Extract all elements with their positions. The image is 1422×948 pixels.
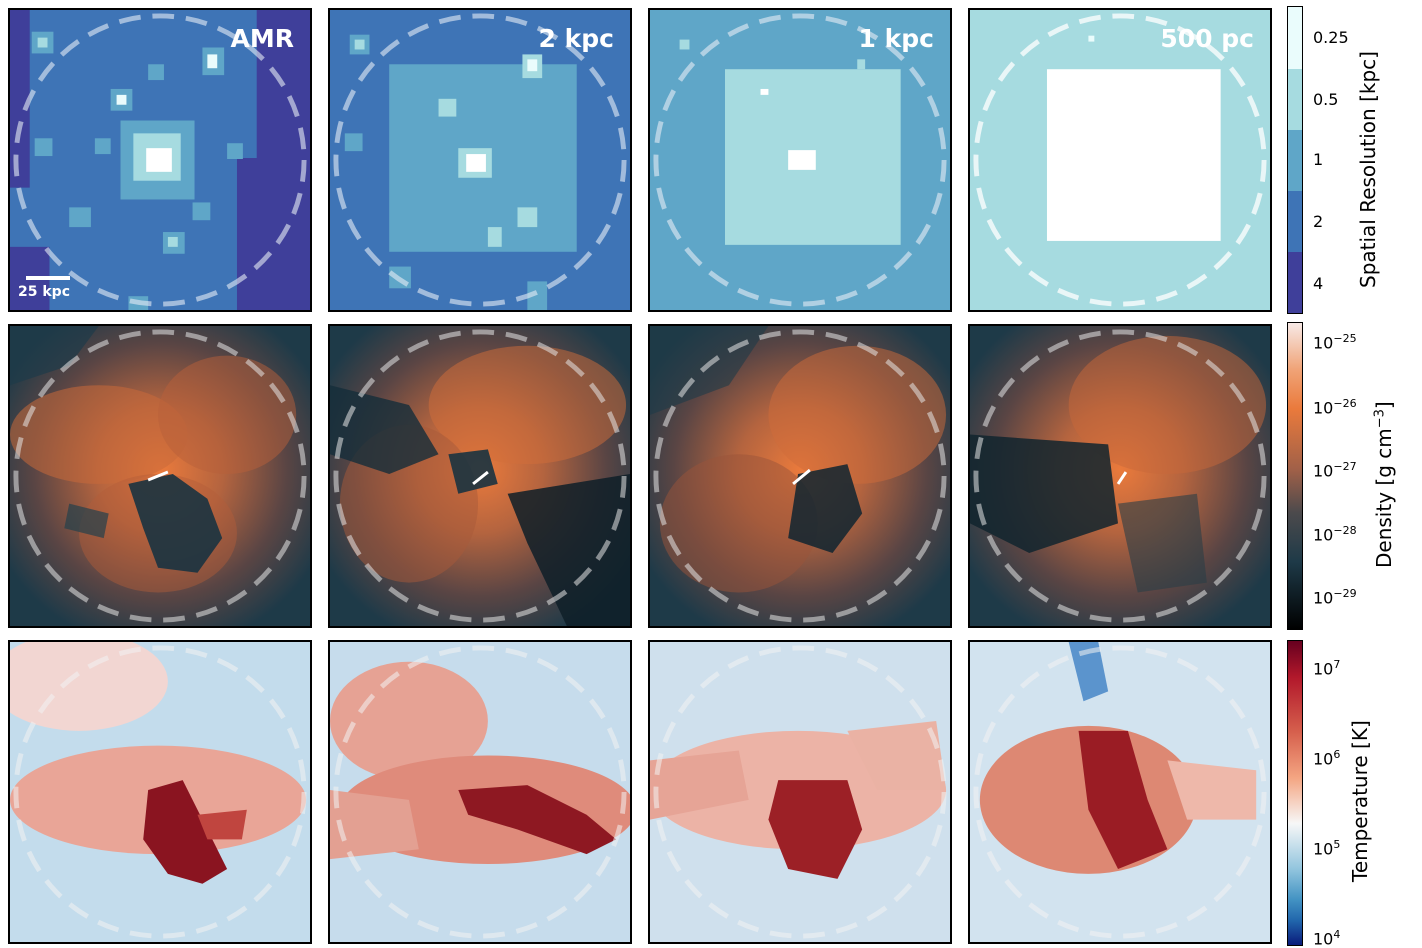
resolution-panel-2kpc: 2 kpc (328, 8, 632, 312)
density-tick-3: 10−28 (1313, 524, 1357, 545)
resolution-tick-4: 4 (1313, 274, 1324, 293)
temperature-panel-2kpc (328, 640, 632, 944)
resolution-panel-500pc: 500 pc (968, 8, 1272, 312)
density-panel-amr (8, 324, 312, 628)
temperature-tick-2: 105 (1313, 838, 1341, 859)
resolution-colorbar-label: Spatial Resolution [kpc] (1356, 51, 1380, 288)
scale-bar (26, 276, 70, 280)
density-tick-1: 10−26 (1313, 397, 1357, 418)
resolution-colorbar (1287, 6, 1303, 314)
density-tick-2: 10−27 (1313, 460, 1357, 481)
temperature-tick-1: 106 (1313, 748, 1341, 769)
density-panel-500pc (968, 324, 1272, 628)
density-panel-2kpc (328, 324, 632, 628)
density-tick-4: 10−29 (1313, 587, 1357, 608)
temperature-panel-500pc (968, 640, 1272, 944)
panel-title-2kpc: 2 kpc (538, 24, 614, 53)
density-colorbar-label: Density [g cm−3] (1372, 401, 1396, 568)
resolution-tick-3: 2 (1313, 212, 1324, 231)
temperature-panel-1kpc (648, 640, 952, 944)
panel-title-500pc: 500 pc (1160, 24, 1254, 53)
resolution-tick-2: 1 (1313, 150, 1324, 169)
panel-title-amr: AMR (230, 24, 294, 53)
density-panel-1kpc (648, 324, 952, 628)
density-tick-0: 10−25 (1313, 332, 1357, 353)
temperature-tick-3: 104 (1313, 928, 1341, 948)
resolution-tick-1: 0.5 (1313, 90, 1339, 109)
temperature-panel-amr (8, 640, 312, 944)
resolution-panel-amr: AMR 25 kpc (8, 8, 312, 312)
temperature-colorbar (1287, 640, 1303, 946)
scale-bar-label: 25 kpc (18, 284, 70, 300)
resolution-panel-1kpc: 1 kpc (648, 8, 952, 312)
panel-title-1kpc: 1 kpc (858, 24, 934, 53)
temperature-colorbar-label: Temperature [K] (1348, 720, 1372, 882)
resolution-tick-0: 0.25 (1313, 28, 1349, 47)
density-colorbar (1287, 322, 1303, 630)
temperature-tick-0: 107 (1313, 658, 1341, 679)
